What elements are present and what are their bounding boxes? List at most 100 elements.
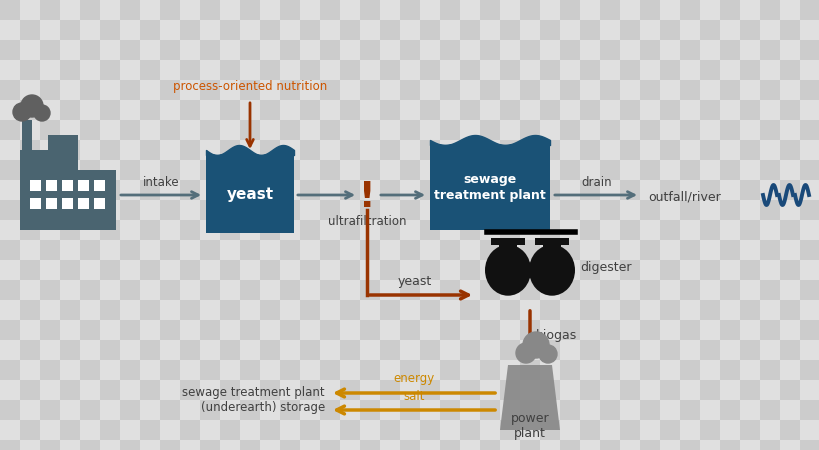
Bar: [240, 360, 260, 380]
Bar: [419, 320, 440, 340]
Bar: [519, 320, 540, 340]
Bar: [319, 120, 340, 140]
Bar: [659, 80, 679, 100]
Bar: [719, 400, 739, 420]
Bar: [719, 180, 739, 200]
Bar: [40, 80, 60, 100]
Bar: [279, 440, 300, 450]
Text: outfall/river: outfall/river: [647, 190, 720, 203]
Bar: [600, 380, 619, 400]
Bar: [459, 400, 479, 420]
Bar: [759, 120, 779, 140]
Bar: [619, 300, 639, 320]
Bar: [260, 340, 279, 360]
Bar: [739, 140, 759, 160]
Bar: [319, 140, 340, 160]
Circle shape: [21, 95, 43, 117]
Bar: [519, 300, 540, 320]
Bar: [40, 0, 60, 20]
Bar: [699, 220, 719, 240]
Bar: [40, 20, 60, 40]
Bar: [619, 120, 639, 140]
Bar: [579, 300, 600, 320]
Bar: [40, 120, 60, 140]
Bar: [300, 260, 319, 280]
Bar: [759, 160, 779, 180]
Bar: [739, 0, 759, 20]
Bar: [180, 120, 200, 140]
Bar: [140, 380, 160, 400]
Bar: [300, 280, 319, 300]
Bar: [40, 400, 60, 420]
Bar: [180, 80, 200, 100]
Bar: [360, 240, 379, 260]
Bar: [799, 200, 819, 220]
Bar: [360, 300, 379, 320]
Bar: [46, 198, 57, 209]
Bar: [699, 240, 719, 260]
Ellipse shape: [528, 245, 574, 296]
Text: process-oriented nutrition: process-oriented nutrition: [173, 80, 327, 93]
Bar: [260, 200, 279, 220]
Bar: [679, 80, 699, 100]
Bar: [459, 380, 479, 400]
Bar: [739, 420, 759, 440]
Bar: [0, 380, 20, 400]
Bar: [80, 140, 100, 160]
Bar: [279, 200, 300, 220]
Circle shape: [515, 343, 536, 363]
Bar: [60, 40, 80, 60]
Bar: [20, 300, 40, 320]
Bar: [679, 140, 699, 160]
Bar: [498, 239, 517, 256]
Bar: [619, 420, 639, 440]
Bar: [440, 420, 459, 440]
Bar: [659, 220, 679, 240]
Bar: [360, 440, 379, 450]
Bar: [80, 340, 100, 360]
Bar: [759, 220, 779, 240]
Bar: [279, 400, 300, 420]
Bar: [260, 100, 279, 120]
Bar: [20, 240, 40, 260]
Bar: [719, 240, 739, 260]
Circle shape: [34, 105, 50, 121]
Bar: [799, 120, 819, 140]
Bar: [400, 400, 419, 420]
Bar: [200, 420, 219, 440]
Bar: [719, 100, 739, 120]
Bar: [219, 180, 240, 200]
Bar: [319, 240, 340, 260]
Bar: [319, 60, 340, 80]
Bar: [799, 260, 819, 280]
Bar: [120, 180, 140, 200]
Bar: [639, 300, 659, 320]
Bar: [140, 120, 160, 140]
Bar: [440, 300, 459, 320]
Bar: [140, 80, 160, 100]
Bar: [779, 280, 799, 300]
Bar: [340, 180, 360, 200]
Bar: [260, 60, 279, 80]
Bar: [600, 60, 619, 80]
Bar: [459, 100, 479, 120]
Bar: [459, 180, 479, 200]
Bar: [20, 0, 40, 20]
Bar: [719, 140, 739, 160]
Bar: [0, 300, 20, 320]
Bar: [140, 320, 160, 340]
Bar: [160, 180, 180, 200]
Bar: [160, 0, 180, 20]
Bar: [440, 240, 459, 260]
Bar: [260, 180, 279, 200]
Bar: [379, 80, 400, 100]
Bar: [600, 280, 619, 300]
Bar: [419, 120, 440, 140]
Bar: [140, 160, 160, 180]
Bar: [619, 80, 639, 100]
Bar: [440, 100, 459, 120]
Bar: [679, 200, 699, 220]
Bar: [500, 440, 519, 450]
Bar: [80, 360, 100, 380]
Bar: [600, 180, 619, 200]
